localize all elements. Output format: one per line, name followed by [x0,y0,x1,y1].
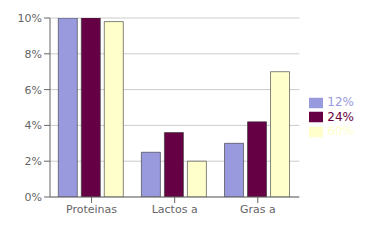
svg-text:8%: 8% [25,48,42,61]
html-text:12%: 12% [327,95,354,110]
html-text:24%: 24% [327,109,354,124]
svg-text:6%: 6% [25,84,42,97]
svg-text:Proteinas: Proteinas [66,203,117,216]
svg-text:2%: 2% [25,155,42,168]
svg-text:0%: 0% [25,191,42,204]
svg-text:Lactos a: Lactos a [152,203,198,216]
svg-text:Gras a: Gras a [240,203,276,216]
svg-text:10%: 10% [18,12,42,25]
svg-text:4%: 4% [25,119,42,132]
html-text:60%: 60% [327,124,354,139]
